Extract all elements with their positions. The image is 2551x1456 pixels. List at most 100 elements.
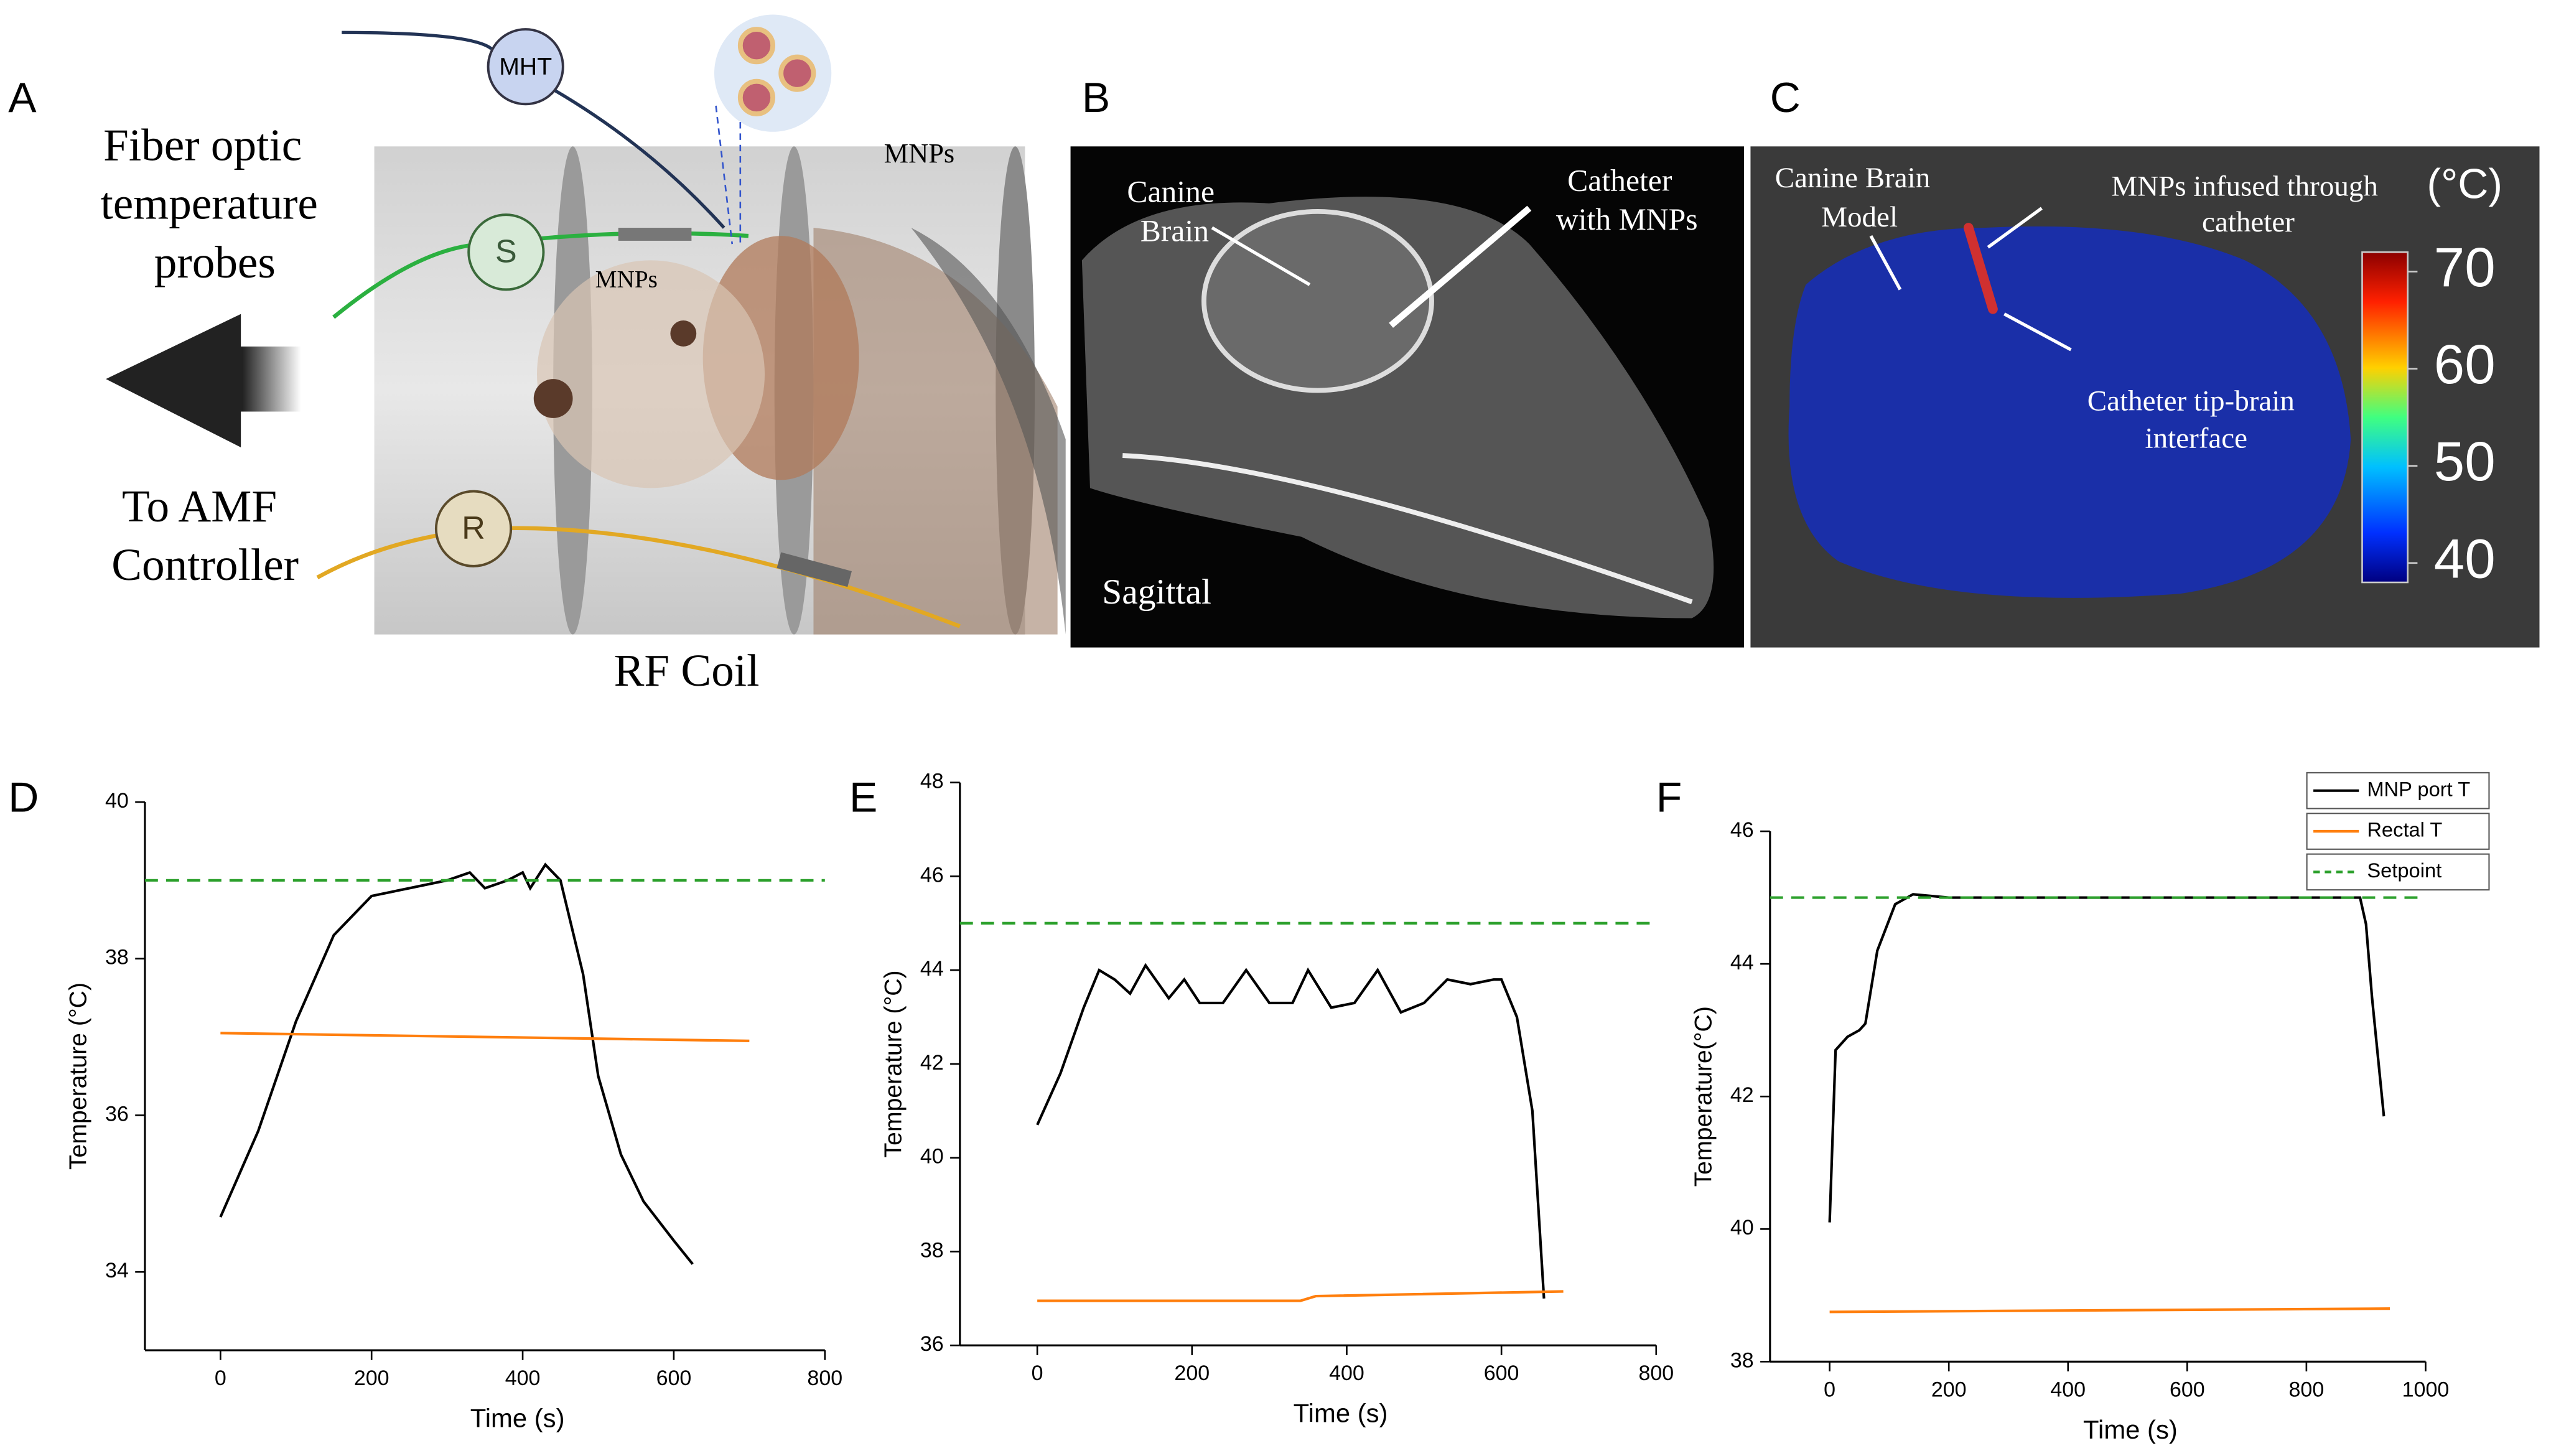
- y-axis-label: Temperature (°C): [880, 970, 907, 1157]
- panel-label: B: [1082, 74, 1110, 121]
- y-tick-label: 38: [105, 946, 129, 969]
- legend-label: Setpoint: [2367, 859, 2441, 882]
- text-line: Canine Brain: [1775, 162, 1931, 194]
- series-line: [219, 862, 694, 1265]
- mnps-label: MNPs: [884, 138, 955, 169]
- r-node: [434, 490, 513, 567]
- ct-jaw: [1122, 453, 1693, 605]
- series-line: [220, 1032, 750, 1042]
- arrow: [106, 314, 301, 447]
- y-tick-label: 48: [920, 770, 944, 793]
- y-tick-label: 40: [105, 789, 129, 813]
- y-tick-label: 36: [105, 1102, 129, 1126]
- cable: [552, 88, 725, 229]
- y-tick-label: 36: [920, 1332, 944, 1356]
- x-tick-label: 1000: [2402, 1378, 2450, 1401]
- x-tick-label: 800: [1638, 1361, 1674, 1385]
- x-tick-label: 600: [2170, 1378, 2205, 1401]
- text-line: Catheter tip-brain: [2087, 385, 2295, 417]
- zoom-lines: [715, 105, 742, 245]
- pointer: [1211, 226, 1311, 286]
- y-tick-label: 46: [1730, 818, 1754, 842]
- x-tick-label: 0: [215, 1366, 226, 1390]
- x-tick-label: 200: [1174, 1361, 1210, 1385]
- s-label: S: [495, 234, 517, 270]
- text-line: Fiber optic: [103, 119, 302, 170]
- probes-label: Fiber optic temperature probes: [100, 119, 329, 287]
- y-tick-label: 34: [105, 1259, 129, 1282]
- dog-eye: [670, 320, 697, 347]
- text-line: To AMF: [122, 481, 277, 531]
- panel-c: C Canine Brain Model MNPs infused throug…: [1750, 74, 2540, 648]
- text-line: Brain: [1140, 214, 1209, 248]
- infused-label: MNPs infused through catheter: [2111, 170, 2385, 238]
- series-line: [1037, 1290, 1564, 1302]
- coil-label: RF Coil: [614, 645, 760, 696]
- x-tick-label: 0: [1032, 1361, 1043, 1385]
- text-line: interface: [2145, 422, 2248, 454]
- y-tick-label: 44: [1730, 951, 1754, 974]
- x-tick-label: 600: [656, 1366, 692, 1390]
- dog-head: [537, 260, 765, 488]
- mht-node: [487, 28, 564, 106]
- colorbar-tick-label: 70: [2434, 236, 2496, 298]
- y-tick-label: 44: [920, 957, 944, 981]
- x-tick-label: 400: [1329, 1361, 1364, 1385]
- chart: E 0 200 400 600 800 36 38 40 42 44 46 48 Time (s) Temp…: [849, 770, 1674, 1428]
- probe: [776, 552, 852, 587]
- panel-label: D: [8, 773, 39, 821]
- mht-label: MHT: [499, 54, 552, 80]
- series-line: [1829, 1307, 2390, 1314]
- controller-label: To AMF Controller: [111, 481, 299, 590]
- r-label: R: [462, 510, 485, 546]
- brain-model: [1788, 226, 2351, 598]
- hot-spot: [1963, 223, 1998, 314]
- text-line: probes: [154, 237, 276, 287]
- legend-label: Rectal T: [2367, 818, 2442, 841]
- text-line: Controller: [111, 539, 299, 590]
- x-axis-label: Time (s): [470, 1404, 565, 1433]
- colorbar-tick-label: 40: [2434, 528, 2496, 589]
- x-tick-label: 800: [807, 1366, 842, 1390]
- legend-label: MNP port T: [2367, 777, 2470, 800]
- brain-label: Canine Brain: [1127, 175, 1222, 248]
- text-line: Model: [1821, 201, 1898, 233]
- x-tick-label: 600: [1484, 1361, 1519, 1385]
- ct-brain: [1201, 208, 1434, 393]
- chart: F 0 200 400 600 800 1000 38 40 42 44 46 Time (s) Temp…: [1656, 772, 2490, 1444]
- colorbar: [2361, 251, 2409, 584]
- model-label: Canine Brain Model: [1775, 162, 1938, 233]
- panel-a: A MHT S R Fiber optic temperature probes: [8, 14, 1066, 696]
- x-axis-label: Time (s): [1294, 1399, 1388, 1428]
- panel-label: E: [849, 773, 877, 821]
- colorbar-tick-label: 50: [2434, 431, 2496, 492]
- chart: D 0 200 400 600 800 34 36 38 40 Time (s) Temperatur…: [8, 773, 842, 1432]
- s-node: [467, 213, 545, 291]
- y-tick-label: 46: [920, 863, 944, 887]
- text-line: temperature: [100, 178, 317, 228]
- colorbar-unit: (°C): [2427, 161, 2502, 208]
- series-line: [1828, 893, 2385, 1223]
- panel-label: F: [1656, 773, 1682, 821]
- tip-label: Catheter tip-brain interface: [2087, 385, 2302, 454]
- panel-label: A: [8, 74, 37, 121]
- y-axis-label: Temperature (°C): [65, 982, 92, 1170]
- catheter-label: Catheter with MNPs: [1556, 164, 1698, 237]
- y-tick-label: 38: [1730, 1348, 1754, 1372]
- y-tick-label: 42: [1730, 1083, 1754, 1107]
- particle: [737, 27, 776, 65]
- x-axis-label: Time (s): [2083, 1415, 2178, 1444]
- x-tick-label: 400: [505, 1366, 541, 1390]
- x-tick-label: 200: [1931, 1378, 1967, 1401]
- colorbar-tick-label: 60: [2434, 334, 2496, 395]
- y-tick-label: 40: [920, 1145, 944, 1169]
- view-label: Sagittal: [1102, 572, 1211, 612]
- particle: [737, 78, 776, 116]
- panel-label: C: [1770, 74, 1801, 121]
- x-tick-label: 800: [2289, 1378, 2325, 1401]
- series-line: [1036, 963, 1546, 1299]
- catheter: [1389, 205, 1532, 328]
- dog-nose: [533, 379, 573, 418]
